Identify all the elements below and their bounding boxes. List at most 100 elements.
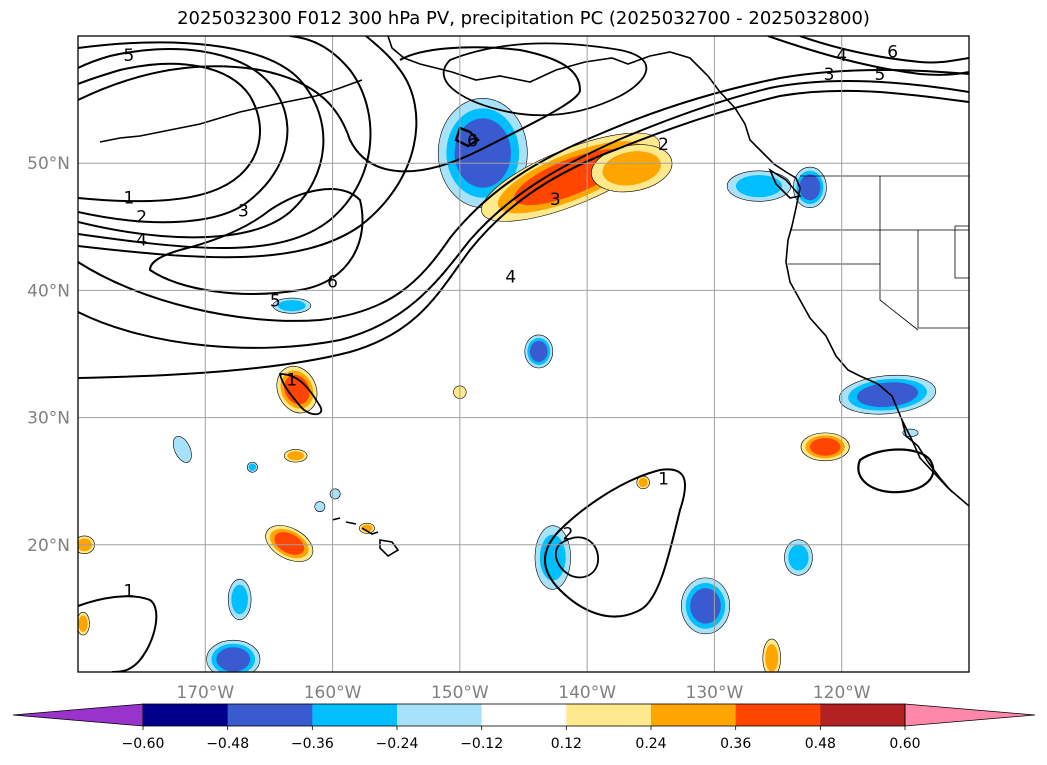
pv-contour [442,42,648,117]
political-borders [788,175,969,331]
pv-contour [78,89,969,379]
precip-feature [524,334,554,369]
pv-contour-label: 3 [824,65,835,85]
lat-tick-label: 20°N [27,536,70,556]
precip-feature [314,501,326,513]
vancouver-island [768,167,802,199]
colorbar-bin [227,704,313,726]
precip-level [172,436,192,463]
precip-feature [283,449,308,463]
precip-level [274,532,305,555]
precip-feature [265,525,314,562]
pv-contour [78,69,969,322]
pv-contour [554,536,599,579]
precip-level [287,451,304,461]
precip-feature [246,461,258,473]
colorbar-tick-label: −0.36 [291,736,334,752]
pv-contour-label: 6 [327,272,338,292]
grid-lines [78,36,969,672]
pv-contour [278,373,323,416]
lon-tick-label: 120°W [813,683,871,703]
pv-contour [78,36,372,250]
colorbar-tick-label: −0.48 [206,736,249,752]
precip-feature [762,638,781,672]
pv-contour-label: 1 [124,582,135,602]
colorbar-tick-label: 0.48 [805,736,836,752]
precip-level [314,501,326,513]
precip-level [690,588,721,624]
colorbar-bin [312,704,398,726]
lat-tick-label: 40°N [27,281,70,301]
pv-contour-label: 2 [136,208,147,228]
precip-feature [800,432,850,462]
precip-feature [227,578,252,621]
pv-contour [78,36,418,259]
pv-contour-label: 2 [658,135,669,155]
colorbar-tick-label: −0.24 [376,736,419,752]
map-frame [77,35,970,673]
precip-feature [78,611,90,636]
lat-tick-label: 50°N [27,154,70,174]
colorbar-extend-max [904,703,1036,727]
pv-contour [78,595,158,672]
precip-feature [681,577,731,635]
chart-title: 2025032300 F012 300 hPa PV, precipitatio… [177,8,870,29]
pv-contour-label: 3 [238,201,249,221]
colorbar-bin [735,704,821,726]
precip-feature [793,166,827,209]
precip-level [329,488,341,500]
pv-contour-label: 1 [124,189,135,209]
precip-feature [329,488,341,500]
precip-feature [276,365,318,414]
colorbar-tick-label: −0.12 [460,736,503,752]
lon-tick-label: 130°W [686,683,744,703]
colorbar-bin [566,704,652,726]
pv-contour-label: 5 [124,46,135,66]
precip-level [602,151,661,186]
pv-contour-label: 5 [270,292,281,312]
pv-contour [78,80,969,349]
pv-contour [78,62,261,203]
precip-level [284,374,310,405]
pv-contour [857,448,935,494]
precip-level [765,644,779,672]
pv-contour-label: 4 [136,231,147,251]
pv-contour [78,48,289,224]
pv-contour-label: 4 [505,267,516,287]
precip-level [638,477,648,488]
precip-feature [272,297,312,314]
pv-contours [78,36,969,672]
us-state-borders [788,176,969,331]
pv-contour-label: 1 [286,370,297,390]
colorbar-tick-label: 0.12 [551,736,582,752]
precip-feature [591,144,673,193]
precip-level [277,300,306,312]
pv-contour-label: 6 [887,42,898,62]
colorbar-tick-label: −0.60 [122,736,165,752]
pv-contour-label: 4 [836,46,847,66]
precip-level [799,174,821,201]
precip-feature [636,475,650,490]
hawaii-islands [331,517,400,558]
precip-level [735,175,783,198]
colorbar-bin [143,704,229,726]
colorbar-tick-label: 0.36 [720,736,751,752]
pv-contour [148,188,364,295]
pv-contour-label: 6 [467,131,478,151]
precip-feature [784,539,813,576]
colorbar-bin [481,704,567,726]
pv-contour-label: 5 [874,65,885,85]
colorbar-tick-label: 0.24 [635,736,666,752]
colorbar-tick-label: 0.60 [889,736,920,752]
pv-contour [544,468,687,618]
precip-level [809,437,841,456]
precip-level [857,382,919,408]
latitude-ticks: 20°N 30°N 40°N 50°N [27,154,70,556]
colorbar-bin [397,704,483,726]
colorbar-bin [820,704,906,726]
pv-contour [767,36,969,76]
lon-tick-label: 160°W [304,683,362,703]
pv-contour-label: 1 [658,470,669,490]
